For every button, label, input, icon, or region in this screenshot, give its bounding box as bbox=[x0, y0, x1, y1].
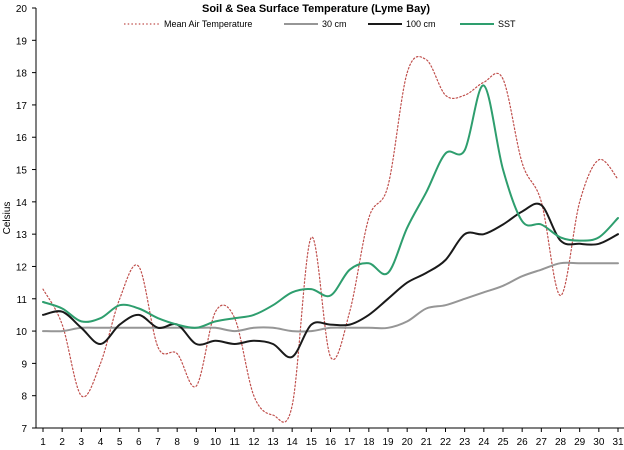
series-line-sst bbox=[42, 84, 619, 329]
x-tick-label: 27 bbox=[536, 437, 548, 448]
y-tick-label: 20 bbox=[16, 4, 28, 15]
legend-label-mean-air-temperature: Mean Air Temperature bbox=[164, 19, 252, 29]
x-tick-label: 3 bbox=[79, 437, 85, 448]
x-tick-label: 17 bbox=[344, 437, 356, 448]
y-tick-label: 15 bbox=[16, 166, 28, 177]
y-tick-label: 10 bbox=[16, 327, 28, 338]
x-tick-label: 9 bbox=[194, 437, 200, 448]
x-tick-label: 10 bbox=[210, 437, 222, 448]
x-tick-label: 4 bbox=[98, 437, 104, 448]
legend-label-100-cm: 100 cm bbox=[406, 19, 436, 29]
y-tick-label: 12 bbox=[16, 262, 28, 273]
x-tick-label: 31 bbox=[612, 437, 624, 448]
x-tick-label: 14 bbox=[287, 437, 299, 448]
x-tick-label: 5 bbox=[117, 437, 123, 448]
x-tick-label: 1 bbox=[40, 437, 46, 448]
x-tick-label: 16 bbox=[325, 437, 337, 448]
series-group bbox=[42, 55, 619, 423]
y-tick-label: 8 bbox=[21, 392, 27, 403]
x-tick-label: 12 bbox=[248, 437, 260, 448]
x-tick-label: 23 bbox=[459, 437, 471, 448]
x-tick-label: 2 bbox=[59, 437, 65, 448]
x-tick-label: 8 bbox=[174, 437, 180, 448]
y-axis-label: Celsius bbox=[2, 202, 13, 235]
y-tick-label: 9 bbox=[21, 359, 27, 370]
legend-label-sst: SST bbox=[498, 19, 516, 29]
y-tick-label: 11 bbox=[17, 295, 28, 306]
legend-label-30-cm: 30 cm bbox=[322, 19, 347, 29]
x-tick-label: 28 bbox=[555, 437, 567, 448]
x-tick-label: 29 bbox=[574, 437, 586, 448]
x-tick-label: 6 bbox=[136, 437, 142, 448]
y-tick-label: 18 bbox=[16, 69, 28, 80]
x-tick-label: 18 bbox=[363, 437, 375, 448]
x-tick-label: 26 bbox=[517, 437, 529, 448]
x-tick-label: 25 bbox=[497, 437, 509, 448]
y-tick-label: 19 bbox=[16, 36, 28, 47]
y-tick-label: 17 bbox=[16, 101, 28, 112]
y-tick-label: 16 bbox=[16, 133, 28, 144]
x-tick-label: 30 bbox=[593, 437, 605, 448]
x-tick-label: 20 bbox=[402, 437, 414, 448]
x-tick-label: 19 bbox=[382, 437, 394, 448]
x-tick-label: 11 bbox=[229, 437, 240, 448]
series-line-mean-air-temperature bbox=[42, 55, 619, 423]
x-tick-label: 7 bbox=[155, 437, 161, 448]
y-tick-label: 7 bbox=[21, 424, 27, 435]
y-tick-label: 13 bbox=[16, 230, 28, 241]
chart-title: Soil & Sea Surface Temperature (Lyme Bay… bbox=[202, 3, 430, 15]
series-line-100-cm bbox=[42, 202, 619, 359]
legend: Mean Air Temperature 30 cm 100 cm SST bbox=[124, 19, 516, 29]
x-tick-label: 21 bbox=[421, 437, 433, 448]
x-tick-label: 24 bbox=[478, 437, 490, 448]
x-tick-label: 22 bbox=[440, 437, 452, 448]
x-tick-label: 13 bbox=[267, 437, 279, 448]
y-tick-label: 14 bbox=[16, 198, 28, 209]
x-tick-label: 15 bbox=[306, 437, 318, 448]
series-line-30-cm bbox=[42, 261, 619, 333]
